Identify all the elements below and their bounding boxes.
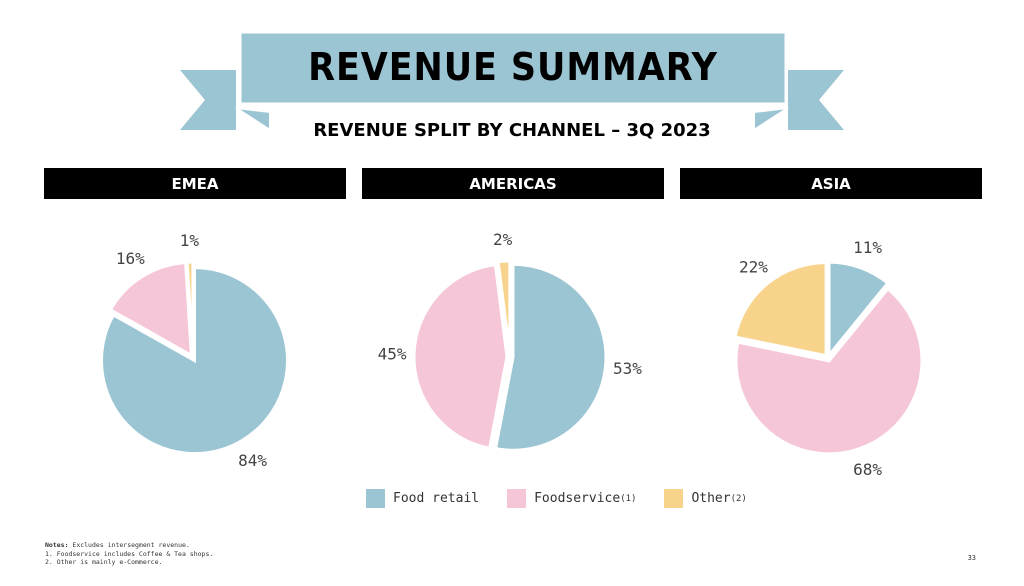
pie-slice-foodservice bbox=[108, 261, 194, 359]
legend: Food retail Foodservice (1) Other (2) bbox=[366, 489, 775, 508]
legend-label: Foodservice bbox=[534, 491, 621, 506]
pie-slice-food-retail bbox=[493, 262, 608, 452]
footnote-ref: (1) bbox=[620, 493, 637, 504]
pie-slice-food-retail bbox=[100, 266, 289, 456]
pie-slice-other bbox=[733, 261, 828, 358]
data-label: 22% bbox=[739, 258, 768, 277]
data-label: 53% bbox=[613, 359, 642, 378]
legend-swatch bbox=[664, 489, 684, 508]
page-title: REVENUE SUMMARY bbox=[308, 45, 718, 89]
region-header-emea: EMEA bbox=[44, 168, 346, 199]
data-label: 68% bbox=[853, 460, 882, 479]
page-number: 33 bbox=[967, 554, 976, 562]
pie-slice-foodservice bbox=[734, 286, 924, 456]
footnote-2: 2. Other is mainly e-Commerce. bbox=[45, 558, 163, 566]
data-label: 1% bbox=[180, 231, 200, 250]
notes-text: Excludes intersegment revenue. bbox=[72, 541, 190, 549]
data-label: 84% bbox=[238, 451, 267, 470]
pie-slice-other bbox=[496, 259, 512, 355]
pie-slice-other bbox=[185, 260, 195, 356]
legend-label: Other bbox=[691, 491, 731, 506]
title-ribbon bbox=[180, 30, 844, 132]
pie-slice-foodservice bbox=[412, 262, 509, 451]
legend-swatch bbox=[366, 489, 385, 508]
legend-item-food-retail: Food retail bbox=[366, 489, 479, 508]
legend-swatch bbox=[507, 489, 527, 508]
pie-slice-food-retail bbox=[827, 260, 890, 360]
data-label: 16% bbox=[116, 249, 145, 268]
footnote-ref: (2) bbox=[730, 493, 747, 504]
legend-item-other: Other (2) bbox=[664, 489, 747, 508]
page-subtitle: REVENUE SPLIT BY CHANNEL – 3Q 2023 bbox=[313, 120, 711, 141]
region-header-asia: ASIA bbox=[680, 168, 982, 199]
data-label: 2% bbox=[493, 230, 513, 249]
data-label: 11% bbox=[853, 238, 882, 257]
region-header-americas: AMERICAS bbox=[362, 168, 664, 199]
legend-label: Food retail bbox=[393, 491, 480, 506]
legend-item-foodservice: Foodservice (1) bbox=[507, 489, 636, 508]
notes-label: Notes: bbox=[45, 541, 69, 549]
footnotes: Notes: Excludes intersegment revenue. 1.… bbox=[45, 541, 213, 567]
data-label: 45% bbox=[378, 344, 407, 363]
footnote-1: 1. Foodservice includes Coffee & Tea sho… bbox=[45, 549, 214, 558]
